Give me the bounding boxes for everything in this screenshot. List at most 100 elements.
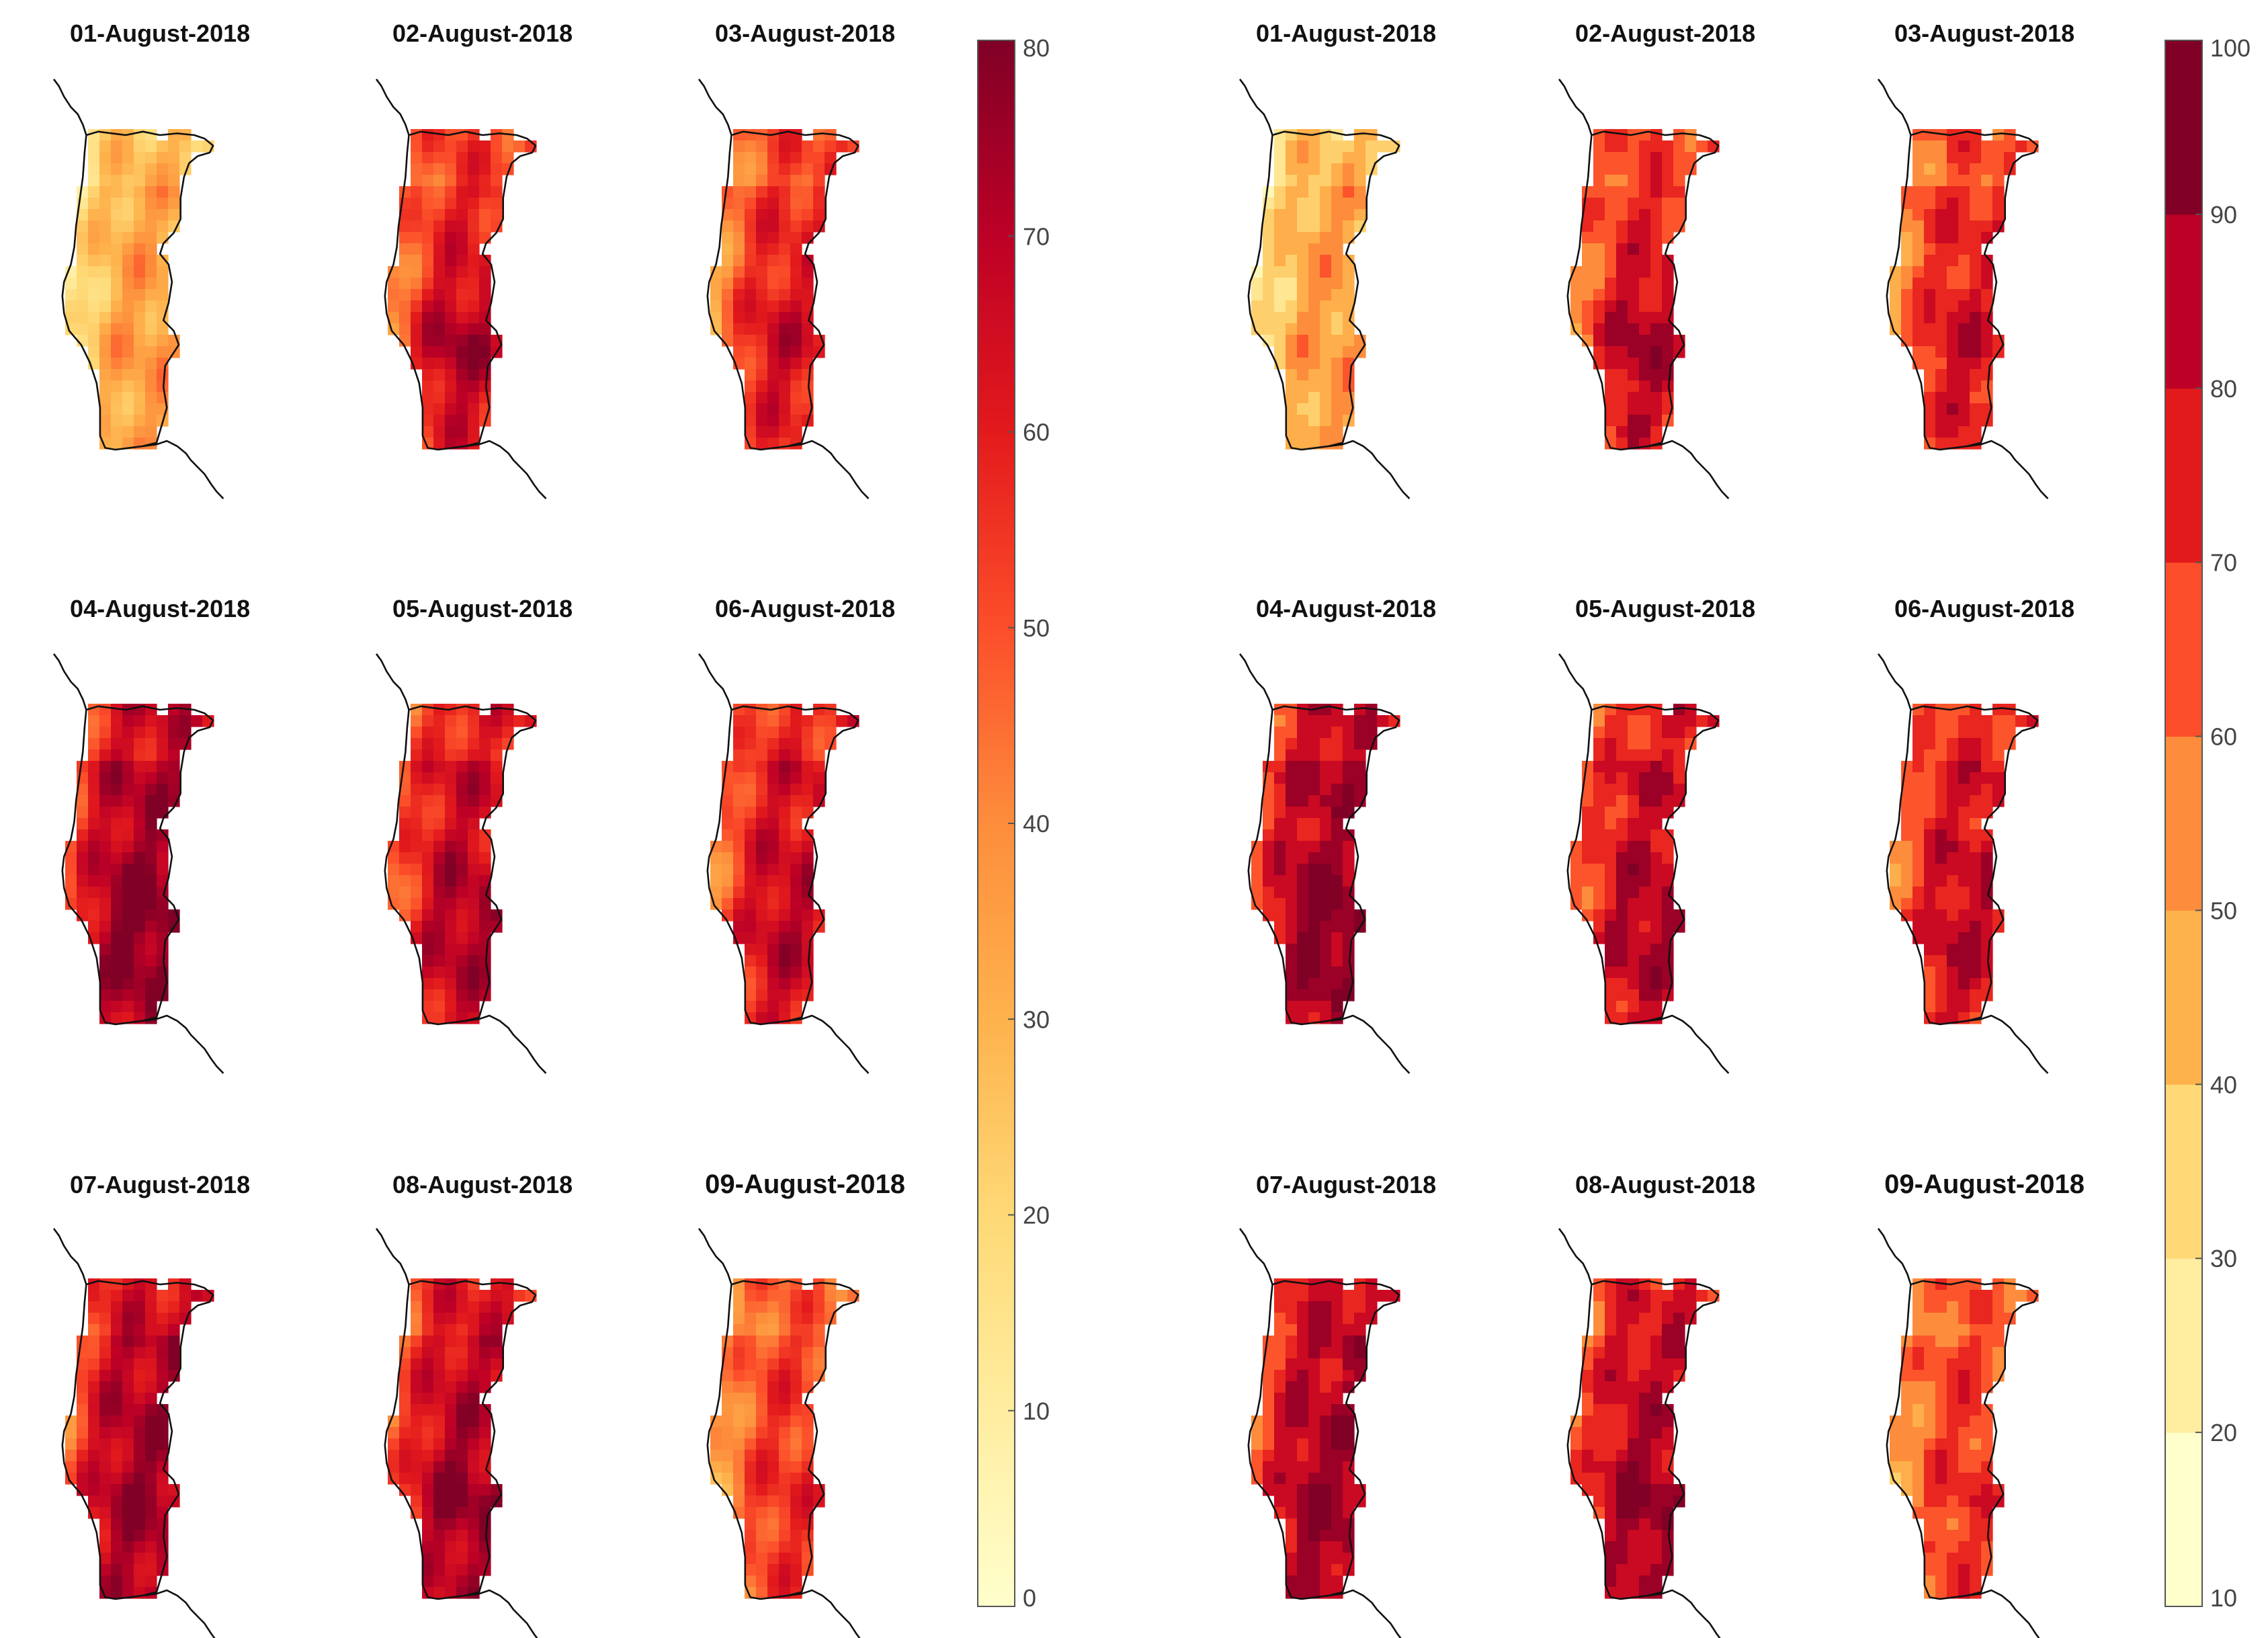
grid-cell bbox=[1274, 220, 1286, 233]
grid-cell bbox=[1970, 323, 1982, 335]
grid-cell bbox=[790, 852, 802, 864]
grid-cell bbox=[1981, 163, 1993, 175]
southern-coastline bbox=[465, 1014, 547, 1074]
grid-cell bbox=[1947, 1518, 1959, 1530]
grid-cell bbox=[99, 1518, 112, 1530]
grid-cell bbox=[99, 841, 112, 853]
grid-cell bbox=[1297, 1370, 1309, 1382]
grid-cell bbox=[88, 887, 100, 899]
grid-cell bbox=[456, 403, 468, 415]
grid-cell bbox=[88, 289, 100, 301]
grid-cell bbox=[710, 1461, 722, 1473]
grid-cell bbox=[1616, 1358, 1628, 1370]
grid-cell bbox=[433, 1461, 446, 1473]
grid-cell bbox=[88, 1427, 100, 1439]
grid-cell bbox=[1320, 1541, 1332, 1553]
grid-cell bbox=[790, 1564, 802, 1576]
grid-cell bbox=[157, 1370, 169, 1382]
grid-cell bbox=[1297, 1347, 1309, 1359]
grid-cell bbox=[1650, 841, 1663, 853]
grid-cell bbox=[168, 175, 180, 187]
grid-cell bbox=[433, 403, 446, 415]
grid-cell bbox=[1935, 403, 1947, 415]
grid-cell bbox=[1286, 875, 1298, 887]
grid-cell bbox=[1970, 1450, 1982, 1462]
grid-cell bbox=[399, 818, 411, 830]
grid-cell bbox=[1650, 1358, 1663, 1370]
grid-cell bbox=[1924, 1370, 1936, 1382]
colorbar-step bbox=[2165, 214, 2202, 389]
grid-cell bbox=[1605, 186, 1617, 198]
grid-cell bbox=[1308, 1336, 1320, 1348]
grid-cell bbox=[1343, 784, 1355, 796]
grid-cell bbox=[145, 772, 157, 784]
grid-cell bbox=[1958, 738, 1970, 750]
grid-cell bbox=[1970, 403, 1982, 415]
grid-cell bbox=[399, 1404, 411, 1416]
grid-cell bbox=[1935, 921, 1947, 933]
grid-cell bbox=[399, 232, 411, 244]
grid-cell bbox=[1320, 841, 1332, 853]
grid-cell bbox=[168, 1324, 180, 1336]
grid-cell bbox=[790, 289, 802, 301]
grid-cell bbox=[468, 1473, 480, 1485]
grid-cell bbox=[433, 140, 446, 153]
grid-cell bbox=[1343, 1381, 1355, 1393]
grid-cell bbox=[88, 1313, 100, 1325]
grid-cell bbox=[779, 1313, 791, 1325]
grid-cell bbox=[790, 1381, 802, 1393]
grid-cell bbox=[1593, 784, 1605, 796]
grid-cell bbox=[767, 323, 780, 335]
grid-cell bbox=[111, 232, 123, 244]
grid-cell bbox=[145, 715, 157, 727]
grid-cell bbox=[1913, 921, 1925, 933]
grid-cell bbox=[411, 1450, 423, 1462]
grid-cell bbox=[422, 944, 434, 956]
grid-cell bbox=[422, 152, 434, 164]
grid-cell bbox=[1662, 1324, 1674, 1336]
grid-cell bbox=[1297, 140, 1309, 153]
grid-cell bbox=[1970, 1358, 1982, 1370]
grid-cell bbox=[1958, 921, 1970, 933]
grid-cell bbox=[733, 841, 745, 853]
grid-cell bbox=[468, 1358, 480, 1370]
grid-cell bbox=[99, 1313, 112, 1325]
grid-cell bbox=[779, 772, 791, 784]
grid-cell bbox=[1605, 738, 1617, 750]
grid-cell bbox=[1331, 852, 1343, 864]
grid-cell bbox=[767, 369, 780, 381]
grid-cell bbox=[122, 426, 134, 438]
grid-cell bbox=[1935, 807, 1947, 819]
grid-cell bbox=[1331, 1358, 1343, 1370]
grid-cell bbox=[1639, 1393, 1651, 1405]
grid-cell bbox=[745, 875, 757, 887]
grid-cell bbox=[1650, 1461, 1663, 1473]
grid-cell bbox=[77, 887, 89, 899]
grid-cell bbox=[1616, 967, 1628, 979]
grid-cell bbox=[1970, 909, 1982, 922]
grid-cell bbox=[1286, 1381, 1298, 1393]
grid-cell bbox=[1593, 1450, 1605, 1462]
grid-cell bbox=[767, 978, 780, 990]
grid-cell bbox=[1662, 852, 1674, 864]
grid-cell bbox=[1970, 175, 1982, 187]
grid-cell bbox=[1958, 749, 1970, 762]
grid-cell bbox=[1605, 1324, 1617, 1336]
grid-cell bbox=[779, 255, 791, 267]
grid-cell bbox=[1366, 715, 1378, 727]
grid-cell bbox=[99, 807, 112, 819]
grid-cell bbox=[1331, 1450, 1343, 1462]
grid-cell bbox=[1650, 727, 1663, 739]
grid-cell bbox=[1297, 278, 1309, 290]
grid-cell bbox=[168, 1290, 180, 1302]
grid-cell bbox=[99, 715, 112, 727]
grid-cell bbox=[722, 864, 734, 876]
grid-cell bbox=[122, 1530, 134, 1542]
grid-cell bbox=[1947, 243, 1959, 255]
grid-cell bbox=[767, 1427, 780, 1439]
grid-cell bbox=[813, 220, 825, 233]
grid-cell bbox=[1331, 1530, 1343, 1542]
grid-cell bbox=[99, 1564, 112, 1576]
grid-cell bbox=[134, 1518, 146, 1530]
grid-cell bbox=[1924, 1336, 1936, 1348]
